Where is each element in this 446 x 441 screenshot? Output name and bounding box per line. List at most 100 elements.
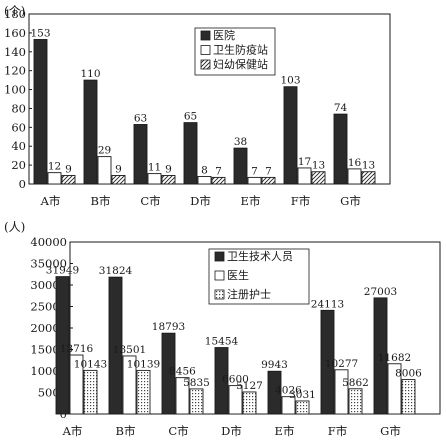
- chart-1: (个) 0 20 40 60 80 100 120 140 160 180 153 12 9 A市 110 29…: [4, 4, 391, 208]
- bar-4-3: [211, 176, 226, 185]
- bar-value-label: 13716: [60, 343, 94, 355]
- bar-value-label: 13501: [113, 344, 146, 356]
- bar-value-label: 11: [148, 162, 161, 174]
- y-axis-label: (人): [4, 220, 25, 234]
- bar-5-1: [233, 147, 248, 185]
- legend-swatch: [200, 45, 211, 55]
- y-axis-label: (个): [4, 4, 25, 18]
- y-tick-label: 60: [11, 120, 26, 134]
- category-label: B市: [116, 424, 136, 438]
- bar-2-2: [122, 355, 137, 415]
- bar-value-label: 9: [115, 164, 122, 176]
- category-label: A市: [62, 424, 83, 438]
- category-label: C市: [168, 424, 188, 438]
- bar-value-label: 9943: [261, 359, 288, 371]
- bar-value-label: 31949: [46, 265, 79, 277]
- bar-value-label: 7: [265, 165, 272, 177]
- y-tick-label: 20: [11, 158, 26, 172]
- bar-3-3: [161, 175, 176, 185]
- bar-5-3: [261, 176, 276, 185]
- bar-value-label: 13: [362, 160, 375, 172]
- bar-7-1: [333, 113, 348, 185]
- bar-6-2: [297, 167, 312, 185]
- bar-value-label: 8006: [395, 368, 422, 380]
- bar-1-1: [55, 276, 70, 415]
- bar-2-2: [97, 156, 112, 185]
- legend-swatch: [214, 270, 225, 281]
- y-tick-label: 140: [4, 45, 26, 59]
- bar-value-label: 31824: [99, 265, 133, 277]
- category-label: C市: [140, 194, 160, 208]
- bar-value-label: 24113: [311, 298, 344, 310]
- bar-value-label: 8: [201, 164, 208, 176]
- legend-swatch: [214, 289, 225, 300]
- bar-4-2: [197, 175, 212, 185]
- legend-label: 卫生技术人员: [227, 249, 293, 263]
- bar-4-1: [214, 347, 229, 415]
- bar-value-label: 153: [30, 28, 50, 40]
- bar-value-label: 110: [80, 68, 100, 80]
- bar-value-label: 16: [348, 157, 362, 169]
- category-label: F市: [291, 194, 310, 208]
- bar-value-label: 38: [234, 136, 247, 148]
- bar-4-1: [183, 122, 198, 185]
- bar-value-label: 11682: [378, 352, 411, 364]
- bar-3-3: [189, 388, 204, 415]
- bar-6-3: [311, 171, 326, 185]
- category-label: D市: [190, 194, 211, 208]
- bar-3-1: [161, 332, 176, 415]
- bar-value-label: 10277: [325, 358, 358, 370]
- bar-5-2: [281, 396, 296, 415]
- bar-value-label: 74: [334, 102, 348, 114]
- y-tick-label: 100: [4, 83, 26, 97]
- bar-value-label: 5835: [183, 377, 210, 389]
- bar-7-3: [401, 379, 416, 415]
- legend-label: 妇幼保健站: [213, 57, 268, 71]
- legend-label: 注册护士: [227, 287, 271, 301]
- bar-6-2: [334, 369, 349, 415]
- bar-value-label: 12: [48, 161, 61, 173]
- category-label: G市: [340, 194, 361, 208]
- bar-2-3: [111, 175, 126, 185]
- legend-swatch: [200, 30, 211, 41]
- bar-1-3: [83, 369, 98, 415]
- legend-label: 医院: [213, 28, 235, 42]
- bar-value-label: 5127: [236, 380, 263, 392]
- legend-frame: [208, 248, 310, 305]
- category-label: A市: [40, 194, 61, 208]
- bar-value-label: 18793: [152, 321, 185, 333]
- bar-2-1: [83, 79, 98, 185]
- bar-value-label: 63: [134, 113, 147, 125]
- bar-value-label: 5862: [342, 377, 369, 389]
- bar-value-label: 6600: [222, 374, 249, 386]
- y-tick-label: 180: [4, 7, 26, 21]
- bar-value-label: 7: [251, 165, 258, 177]
- bar-5-2: [247, 176, 262, 185]
- bar-3-1: [133, 124, 148, 185]
- bar-2-3: [136, 369, 151, 415]
- y-tick-label: 0: [19, 177, 26, 191]
- bar-6-3: [348, 388, 363, 415]
- bar-value-label: 9: [65, 164, 72, 176]
- y-tick-label: 80: [11, 101, 26, 115]
- category-label: E市: [275, 424, 295, 438]
- bar-value-label: 27003: [364, 286, 397, 298]
- chart-2: (人)0500010000150002000025000300003500040…: [4, 220, 441, 438]
- bar-value-label: 17: [298, 156, 311, 168]
- legend-swatch: [200, 59, 211, 70]
- category-label: E市: [241, 194, 261, 208]
- bar-value-label: 65: [184, 111, 197, 123]
- bar-value-label: 15454: [205, 336, 239, 348]
- bar-6-1: [320, 309, 335, 415]
- category-label: D市: [221, 424, 242, 438]
- bar-1-1: [33, 39, 48, 185]
- y-tick-label: 120: [4, 64, 26, 78]
- bar-value-label: 8456: [169, 366, 196, 378]
- bar-value-label: 4026: [275, 385, 302, 397]
- bar-7-3: [361, 171, 376, 185]
- bar-3-2: [175, 377, 190, 415]
- legend-label: 卫生防疫站: [213, 43, 268, 57]
- bar-1-2: [47, 172, 62, 185]
